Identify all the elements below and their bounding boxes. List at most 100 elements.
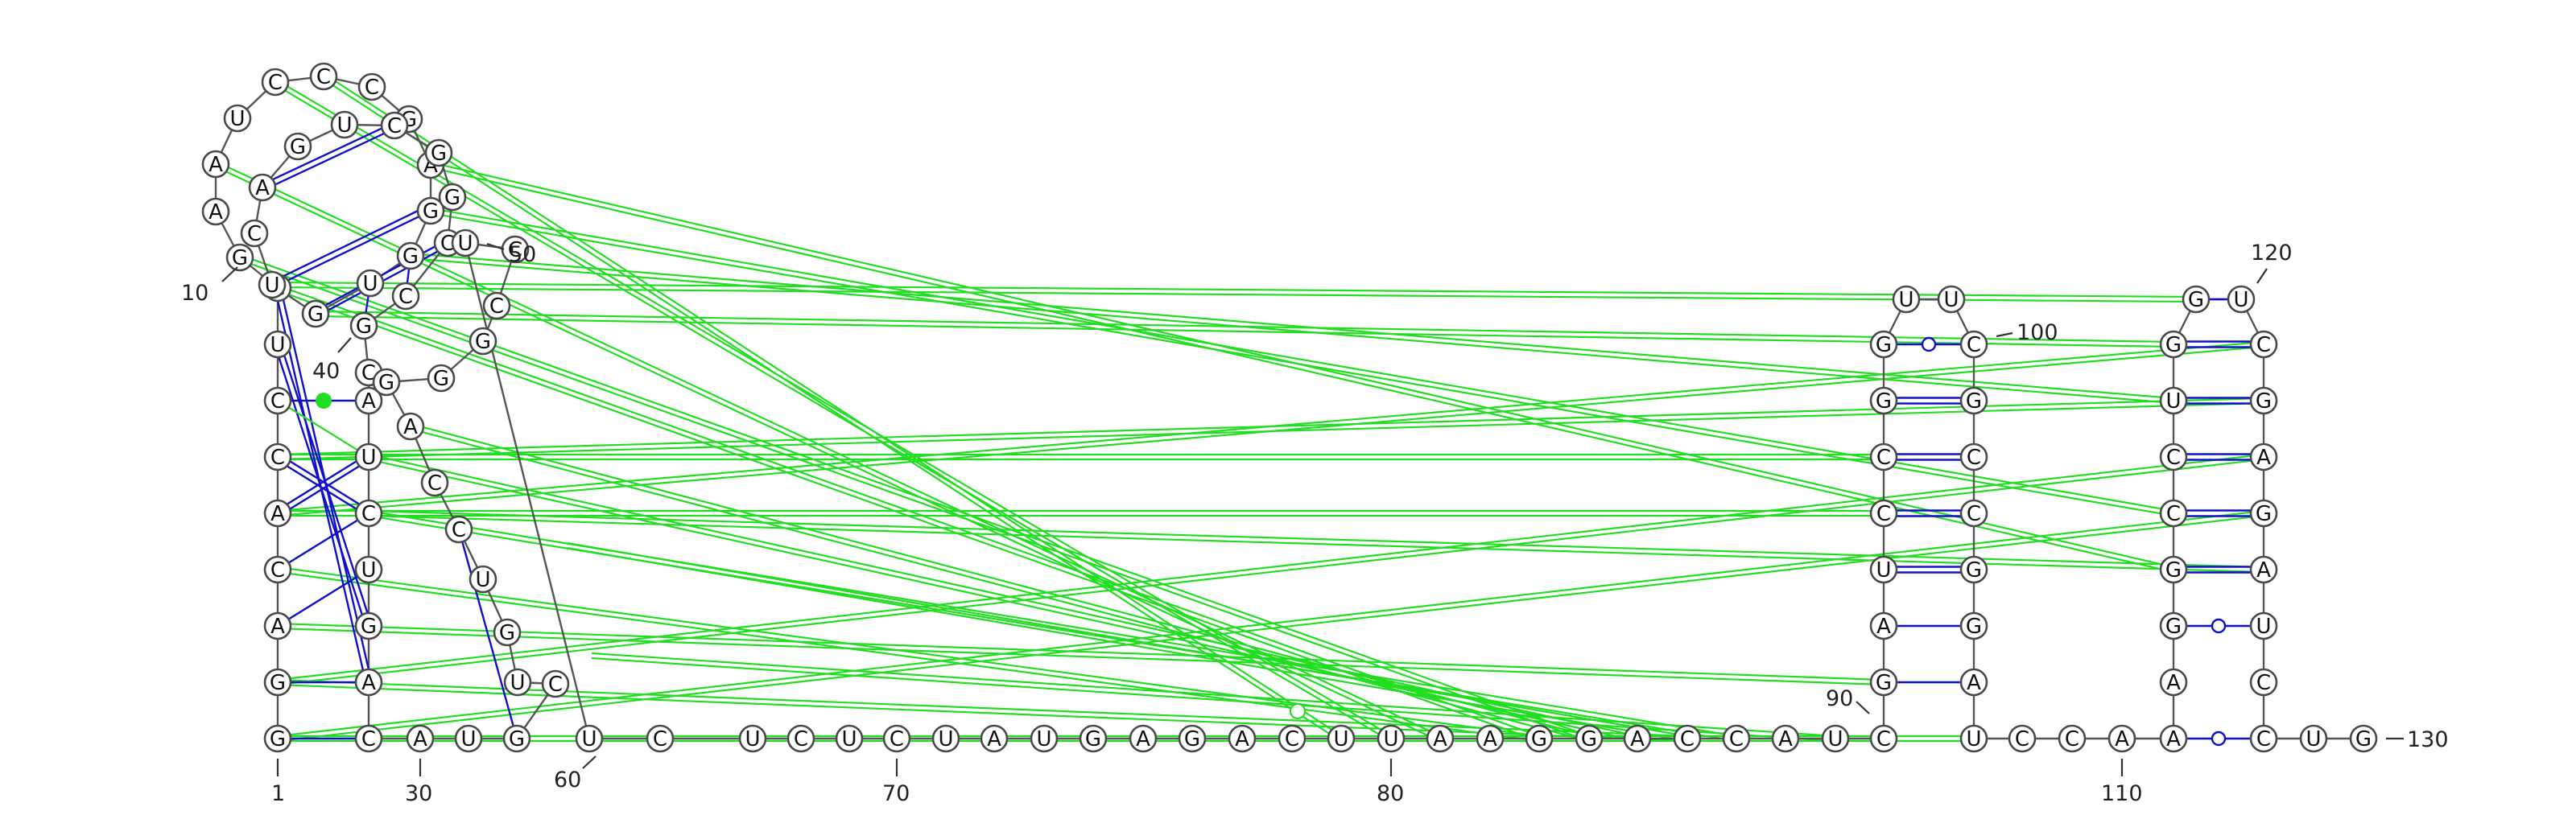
nucleotide-letter: U [2306,727,2321,751]
backbone-segment [464,242,591,739]
nucleotide-letter: G [509,727,525,751]
nucleotide-22: G [301,299,330,328]
nucleotide-letter: U [264,274,279,298]
nucleotide-119: U [2249,611,2278,640]
nucleotide-letter: A [2115,727,2129,751]
nucleotide-letter: G [499,621,515,645]
nucleotide-24: C [240,219,269,248]
nucleotide-letter: C [653,727,667,751]
nucleotide-76: G [1525,724,1554,753]
pseudoknot-interaction [238,258,1589,742]
nucleotide-44: G [502,724,531,753]
nucleotide-42: A [406,724,435,753]
nucleotide-64: U [931,724,960,753]
nucleotide-95: C [1959,442,1988,471]
base-pair-gc [261,121,394,186]
wobble-pair-marker [1921,336,1937,352]
nucleotide-letter: G [1876,671,1892,695]
nucleotide-7: C [263,386,292,415]
nucleotide-letter: C [440,232,455,256]
noncanonical-pair-marker [316,393,332,409]
nucleotide-letter: C [2256,333,2271,357]
nucleotide-letter: A [1967,671,1981,695]
nucleotide-53: G [427,364,456,393]
nucleotide-letter: A [1876,615,1891,639]
nucleotide-letter: G [444,186,460,210]
nucleotide-106: G [2159,611,2188,640]
nucleotide-letter: U [336,113,352,138]
nucleotide-letter: U [745,727,760,751]
pseudoknot-interaction [277,627,1884,686]
position-label-130: 130 [2407,727,2449,752]
nucleotide-25: A [248,173,277,202]
nucleotide-121: C [2249,724,2278,753]
noncanonical-pair [277,400,369,458]
nucleotide-55: C [482,291,511,320]
nucleotide-letter: G [2256,502,2272,526]
nucleotides: GGACACCUCGAAUCCCGAGGUGUCAGUCGGCCGCAUCUGA… [201,62,2378,753]
nucleotide-letter: C [548,673,563,697]
nucleotide-letter: U [938,727,953,751]
nucleotide-104: A [2159,724,2188,753]
nucleotide-letter: U [361,446,376,470]
nucleotide-93: C [1959,330,1988,359]
nucleotide-letter: G [1876,333,1892,357]
nucleotide-54: G [469,327,497,356]
nucleotide-81: A [1771,724,1800,753]
nucleotide-58: U [575,724,604,753]
position-label-80: 80 [1377,781,1404,806]
nucleotide-108: C [2159,499,2188,528]
nucleotide-73: U [1377,724,1406,753]
nucleotide-66: U [1030,724,1059,753]
nucleotide-107: G [2159,555,2188,584]
nucleotide-122: U [2299,724,2328,753]
nucleotide-letter: C [270,389,285,414]
nucleotide-letter: U [1966,727,1981,751]
nucleotide-letter: A [2256,446,2271,470]
nucleotide-letter: C [1876,727,1891,751]
nucleotide-74: A [1426,724,1455,753]
nucleotide-letter: U [2165,389,2181,414]
nucleotide-117: G [2249,499,2278,528]
nucleotide-26: G [283,132,312,161]
nucleotide-letter: G [423,200,439,224]
pseudoknot-interaction [271,286,2196,303]
nucleotide-letter: G [361,615,377,639]
position-label-40: 40 [312,359,340,384]
nucleotide-letter: C [316,65,331,89]
pseudoknot-interaction [276,289,1539,742]
nucleotide-109: C [2159,442,2188,471]
pseudoknot-interaction [278,622,1885,681]
nucleotide-72: U [1327,724,1356,753]
nucleotide-letter: U [1333,727,1348,751]
nucleotide-77: G [1575,724,1604,753]
nucleotide-90: G [1869,330,1898,359]
nucleotide-123: G [2349,724,2378,753]
nucleotide-letter: C [270,558,285,582]
position-label-60: 60 [554,768,581,792]
nucleotide-letter: G [431,142,447,166]
position-label-120: 120 [2251,241,2293,265]
nucleotide-85: A [1869,611,1898,640]
pseudoknot-interaction [409,427,1589,742]
nucleotide-57: U [451,228,480,257]
pseudoknot-interaction [568,541,1688,738]
pseudoknot-interaction [368,458,1637,743]
base-pair-gc [274,288,367,684]
nucleotide-letter: G [1085,727,1101,751]
nucleotide-letter: C [2065,727,2079,751]
nucleotide-letter: U [1383,727,1398,751]
position-label-70: 70 [882,781,910,806]
base-pair-gc [279,286,373,682]
nucleotide-101: C [2008,724,2037,753]
nucleotide-letter: C [361,361,376,385]
pseudoknot-interaction [591,657,1835,743]
nucleotide-118: A [2249,555,2278,584]
pseudoknot-interaction [430,212,2174,517]
nucleotide-letter: A [1483,727,1497,751]
nucleotide-1: G [263,724,292,753]
nucleotide-letter: G [2165,558,2182,582]
nucleotide-letter: C [268,71,283,95]
nucleotide-letter: C [1876,502,1891,526]
